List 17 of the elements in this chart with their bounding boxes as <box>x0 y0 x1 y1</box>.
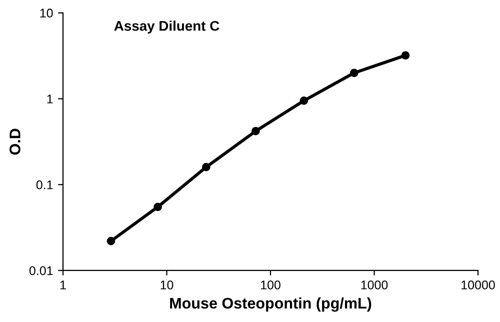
y-tick-label: 10 <box>40 8 53 18</box>
x-tick-label: 1000 <box>361 280 388 290</box>
point <box>300 96 308 105</box>
y-tick-label: 0.1 <box>36 180 53 190</box>
y-tick-label: 0.01 <box>29 266 53 276</box>
x-axis-title: Mouse Osteopontin (pg/mL) <box>170 297 372 312</box>
y-axis-title: O.D <box>10 128 20 155</box>
point <box>350 68 358 78</box>
point <box>154 202 162 212</box>
x-tick-label: 10 <box>160 280 174 290</box>
y-tick-label: 1 <box>47 94 53 104</box>
x-tick-label: 100 <box>261 280 280 290</box>
x-tick-label: 1 <box>60 280 66 290</box>
text: Assay Diluent C <box>114 20 220 34</box>
point <box>252 126 260 136</box>
x-tick-label: 10000 <box>462 280 495 290</box>
point <box>202 162 210 172</box>
